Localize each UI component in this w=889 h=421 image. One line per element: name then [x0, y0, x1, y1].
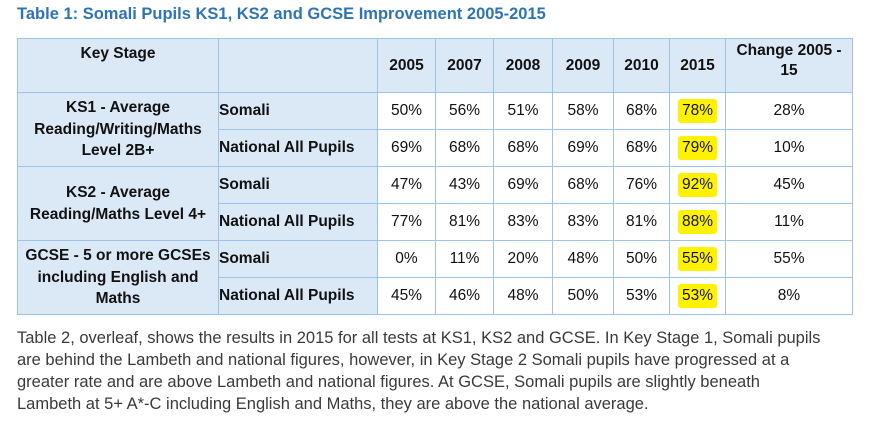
value-cell: 20%	[493, 240, 553, 278]
change-cell: 28%	[725, 92, 853, 130]
value-cell: 58%	[552, 92, 614, 130]
header-year-2015: 2015	[669, 38, 726, 93]
results-table: Key Stage 2005 2007 2008 2009 2010 2015 …	[17, 38, 853, 315]
table-row: National All Pupils 69% 68% 68% 69% 68% 79% 10%	[18, 129, 853, 167]
value-cell-2015: 88%	[669, 203, 726, 241]
value-cell: 48%	[552, 240, 614, 278]
header-change: Change 2005 - 15	[725, 38, 853, 93]
value-cell: 81%	[435, 203, 494, 241]
value-cell: 76%	[613, 166, 670, 204]
value-cell: 46%	[435, 277, 494, 315]
header-group	[218, 38, 378, 93]
value-cell: 69%	[552, 129, 614, 167]
paragraph-line: are behind the Lambeth and national figu…	[17, 351, 790, 369]
paragraph-line: Table 2, overleaf, shows the results in …	[17, 329, 821, 347]
paragraph-line: greater rate and are above Lambeth and n…	[17, 373, 760, 391]
group-cell: Somali	[218, 92, 378, 130]
value-cell: 43%	[435, 166, 494, 204]
table-caption: Table 1: Somali Pupils KS1, KS2 and GCSE…	[17, 5, 546, 23]
header-year-2005: 2005	[377, 38, 436, 93]
value-cell-2015: 53%	[669, 277, 726, 315]
value-cell: 53%	[613, 277, 670, 315]
table-row: KS1 - Average Reading/Writing/Maths Leve…	[17, 92, 853, 167]
value-cell: 50%	[613, 240, 670, 278]
value-cell: 68%	[435, 129, 494, 167]
group-cell: National All Pupils	[218, 203, 378, 241]
value-cell-2015: 78%	[669, 92, 726, 130]
value-cell: 48%	[493, 277, 553, 315]
table-row: National All Pupils 45% 46% 48% 50% 53% 53% 8%	[18, 277, 853, 315]
change-cell: 45%	[725, 166, 853, 204]
value-cell-2015: 55%	[669, 240, 726, 278]
value-cell: 83%	[493, 203, 553, 241]
group-cell: Somali	[218, 240, 378, 278]
body-paragraph: Table 2, overleaf, shows the results in …	[17, 327, 877, 415]
highlighted-value: 78%	[677, 99, 718, 123]
value-cell: 51%	[493, 92, 553, 130]
change-cell: 11%	[725, 203, 853, 241]
value-cell: 69%	[493, 166, 553, 204]
change-cell: 10%	[725, 129, 853, 167]
key-stage-cell: KS1 - Average Reading/Writing/Maths Leve…	[17, 92, 219, 167]
highlighted-value: 53%	[677, 284, 718, 308]
highlighted-value: 92%	[677, 173, 718, 197]
value-cell: 68%	[493, 129, 553, 167]
key-stage-cell: KS2 - Average Reading/Maths Level 4+	[17, 166, 219, 241]
highlighted-value: 79%	[677, 136, 718, 160]
value-cell: 83%	[552, 203, 614, 241]
header-year-2007: 2007	[435, 38, 494, 93]
value-cell: 77%	[377, 203, 436, 241]
value-cell: 0%	[377, 240, 436, 278]
header-year-2008: 2008	[493, 38, 553, 93]
value-cell-2015: 79%	[669, 129, 726, 167]
table-row: GCSE - 5 or more GCSEs including English…	[17, 240, 853, 315]
header-year-2009: 2009	[552, 38, 614, 93]
group-cell: Somali	[218, 166, 378, 204]
value-cell: 69%	[377, 129, 436, 167]
group-cell: National All Pupils	[218, 129, 378, 167]
highlighted-value: 55%	[677, 247, 718, 271]
change-cell: 8%	[725, 277, 853, 315]
value-cell: 50%	[377, 92, 436, 130]
paragraph-line: Lambeth at 5+ A*-C including English and…	[17, 395, 649, 413]
value-cell: 68%	[613, 92, 670, 130]
key-stage-cell: GCSE - 5 or more GCSEs including English…	[17, 240, 219, 315]
value-cell: 11%	[435, 240, 494, 278]
value-cell: 81%	[613, 203, 670, 241]
value-cell: 50%	[552, 277, 614, 315]
change-cell: 55%	[725, 240, 853, 278]
table-row: KS2 - Average Reading/Maths Level 4+ Soma…	[17, 166, 853, 241]
group-cell: National All Pupils	[218, 277, 378, 315]
table-row: National All Pupils 77% 81% 83% 83% 81% 88% 11%	[18, 203, 853, 241]
value-cell: 68%	[552, 166, 614, 204]
highlighted-value: 88%	[677, 210, 718, 234]
value-cell: 68%	[613, 129, 670, 167]
header-year-2010: 2010	[613, 38, 670, 93]
header-key-stage: Key Stage	[17, 38, 219, 93]
value-cell: 56%	[435, 92, 494, 130]
value-cell: 45%	[377, 277, 436, 315]
header-row: Key Stage 2005 2007 2008 2009 2010 2015 …	[17, 38, 853, 93]
value-cell: 47%	[377, 166, 436, 204]
value-cell-2015: 92%	[669, 166, 726, 204]
